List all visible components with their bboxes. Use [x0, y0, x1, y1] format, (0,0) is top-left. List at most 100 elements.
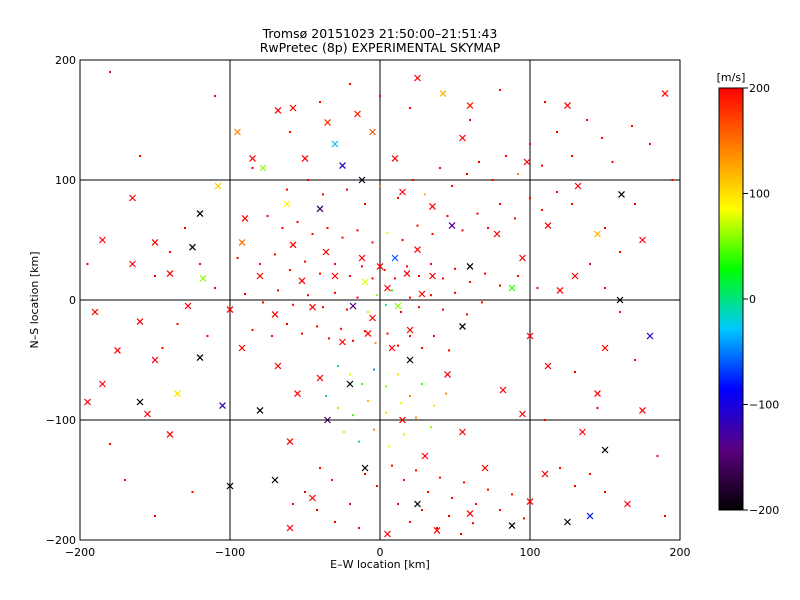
data-point-dot: [388, 445, 390, 448]
data-point-x: [556, 286, 564, 294]
data-point-x: [271, 476, 279, 484]
data-point-x: [481, 464, 489, 472]
data-point-dot: [487, 488, 489, 491]
data-point-x: [184, 302, 192, 310]
data-point-dot: [463, 481, 465, 484]
data-point-x: [586, 512, 594, 520]
data-point-dot: [251, 329, 254, 331]
data-point-dot: [176, 323, 179, 325]
data-point-dot: [356, 296, 359, 299]
data-point-x: [429, 202, 436, 210]
data-point-dot: [529, 197, 531, 199]
data-point-dot: [334, 521, 336, 523]
data-point-x: [283, 200, 291, 208]
data-point-x: [369, 128, 376, 136]
data-point-dot: [409, 296, 411, 299]
data-point-x: [199, 274, 207, 282]
data-point-dot: [664, 515, 666, 517]
data-point-dot: [356, 229, 359, 232]
data-point-dot: [481, 301, 483, 304]
data-point-x: [429, 272, 436, 280]
data-point-x: [601, 344, 609, 352]
data-point-x: [309, 303, 316, 311]
data-point-x: [574, 182, 582, 190]
data-point-dot: [109, 71, 111, 73]
data-point-dot: [286, 188, 288, 191]
data-point-x: [639, 236, 646, 244]
data-point-dot: [341, 236, 344, 239]
data-point-x: [114, 346, 121, 354]
data-point-dot: [403, 479, 405, 481]
data-point-dot: [409, 107, 411, 109]
data-point-dot: [328, 337, 330, 340]
data-point-dot: [349, 373, 351, 376]
data-points: [84, 71, 674, 538]
data-point-dot: [373, 428, 375, 431]
data-point-x: [421, 452, 429, 460]
data-point-dot: [604, 287, 606, 289]
data-point-x: [346, 380, 354, 388]
data-point-x: [286, 438, 294, 446]
data-point-x: [616, 296, 624, 304]
y-axis-label: N–S location [km]: [28, 251, 41, 348]
data-point-dot: [281, 227, 284, 229]
data-point-x: [241, 214, 249, 222]
data-point-dot: [574, 485, 576, 487]
data-point-x: [564, 518, 571, 526]
data-point-x: [403, 270, 411, 278]
data-point-x: [391, 154, 399, 162]
data-point-x: [256, 406, 264, 414]
data-point-dot: [376, 294, 378, 297]
data-point-dot: [352, 414, 354, 417]
data-point-x: [349, 302, 357, 310]
data-point-x: [358, 176, 366, 184]
data-point-dot: [124, 479, 126, 481]
data-point-dot: [346, 308, 348, 311]
data-point-x: [388, 344, 396, 352]
data-point-dot: [559, 467, 561, 469]
data-point-dot: [469, 119, 471, 121]
data-point-x: [508, 522, 516, 530]
data-point-dot: [574, 371, 576, 373]
data-point-x: [301, 154, 309, 162]
data-point-x: [324, 416, 331, 424]
data-point-dot: [367, 399, 369, 402]
data-point-x: [298, 277, 306, 285]
data-point-dot: [292, 303, 294, 306]
data-point-dot: [397, 373, 399, 376]
data-point-x: [448, 222, 456, 230]
data-point-dot: [406, 265, 408, 268]
data-point-x: [151, 356, 159, 364]
data-point-x: [316, 374, 324, 382]
data-point-dot: [154, 515, 156, 517]
colorbar-gradient: [718, 87, 744, 511]
data-point-dot: [266, 215, 269, 217]
data-point-dot: [277, 289, 279, 292]
data-point-x: [339, 162, 346, 170]
colorbar-label: [m/s]: [717, 71, 746, 84]
data-point-x: [166, 430, 174, 438]
data-point-dot: [401, 239, 404, 241]
data-point-dot: [304, 491, 306, 493]
data-point-dot: [611, 161, 614, 163]
data-point-dot: [571, 203, 573, 205]
data-point-dot: [86, 263, 89, 265]
data-point-dot: [596, 407, 599, 409]
data-point-dot: [505, 155, 507, 157]
chart-title: Tromsø 20151023 21:50:00–21:51:43: [262, 26, 498, 41]
data-point-dot: [379, 95, 381, 97]
y-tick-label: 100: [55, 174, 76, 187]
data-point-dot: [361, 383, 363, 385]
data-point-dot: [316, 325, 318, 328]
data-point-dot: [307, 294, 309, 297]
data-point-dot: [385, 303, 387, 306]
data-point-dot: [631, 125, 633, 127]
data-point-dot: [469, 281, 471, 283]
data-point-dot: [349, 275, 351, 277]
data-point-x: [226, 482, 234, 490]
data-point-dot: [319, 272, 321, 275]
data-point-x: [508, 284, 516, 292]
data-point-dot: [161, 347, 164, 349]
data-point-x: [391, 254, 399, 262]
data-point-dot: [544, 419, 546, 421]
